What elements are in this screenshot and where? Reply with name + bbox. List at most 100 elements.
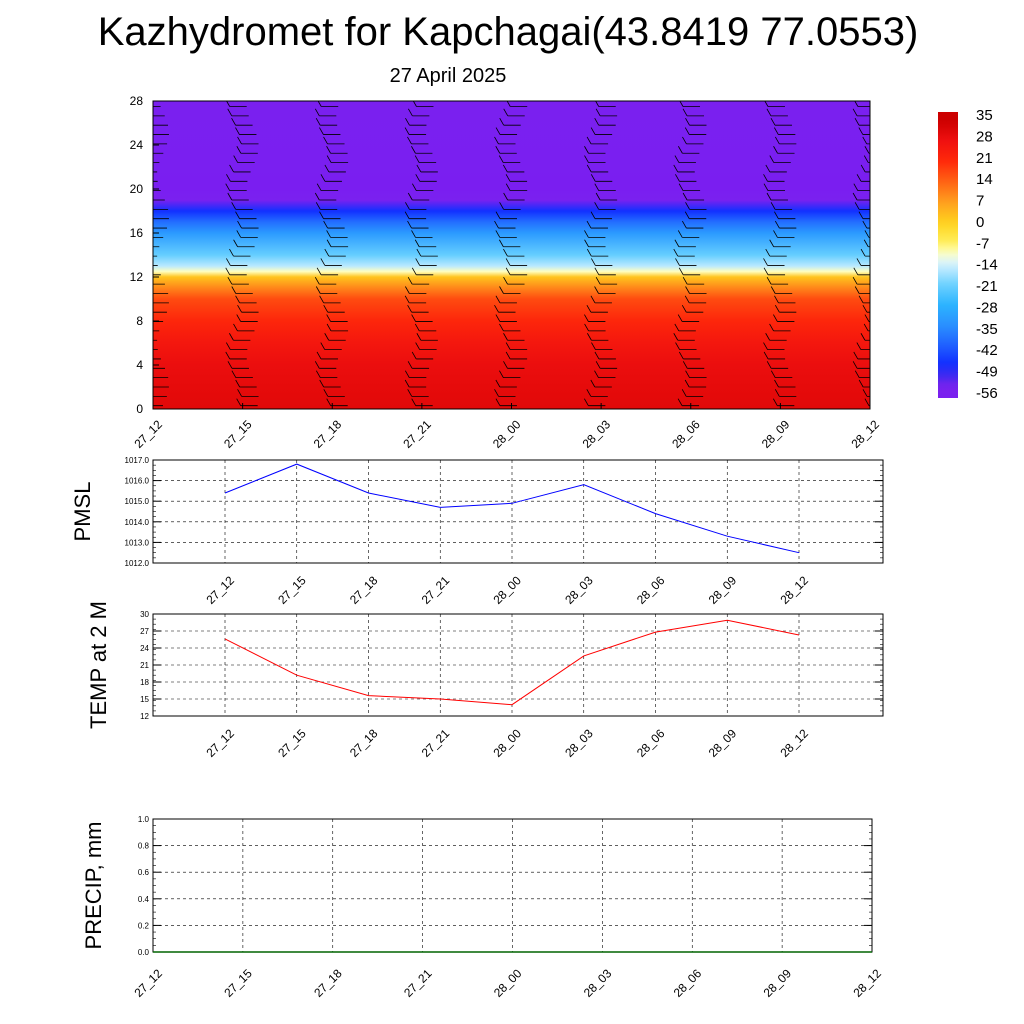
y-tick-label: 1017.0 (125, 456, 150, 465)
wind-barb-flag (684, 379, 690, 388)
colorbar-label: -35 (976, 321, 998, 338)
x-tick-label: 27_15 (221, 966, 255, 1000)
wind-barb-flag (146, 305, 150, 312)
wind-barb-flag (854, 118, 860, 126)
wind-barb-flag (678, 183, 684, 191)
wind-barb-flag (495, 146, 501, 154)
y-tick-label: 18 (140, 678, 149, 687)
wind-barb-flag (138, 240, 142, 247)
wind-barb-flag (763, 342, 768, 350)
wind-barb-flag (326, 323, 332, 332)
wind-barb-flag (415, 342, 420, 350)
wind-barb-flag (237, 136, 242, 145)
wind-barb-flag (495, 127, 501, 135)
wind-barb-flag (235, 379, 241, 388)
wind-barb-flag (411, 146, 416, 154)
wind-barb-flag (235, 211, 240, 219)
wind-barb-flag (682, 108, 688, 117)
wind-barb-flag (147, 202, 151, 209)
wind-barb-flag (411, 314, 416, 322)
wind-barb-flag (314, 192, 320, 201)
y-tick-label: 30 (140, 610, 149, 619)
wind-barb-flag (858, 211, 864, 219)
panel-frame (152, 613, 884, 717)
wind-barb-flag (315, 286, 321, 294)
wind-barb-flag (405, 118, 410, 126)
wind-barb-flag (594, 202, 599, 210)
wind-barb-flag (411, 398, 417, 406)
wind-barb-flag (319, 379, 325, 388)
wind-barb-flag (144, 109, 148, 116)
wind-barb-flag (326, 314, 332, 322)
wind-barb-flag (854, 202, 860, 210)
x-tick-label: 28_00 (490, 573, 524, 607)
y-tick-label: 12 (130, 270, 144, 284)
wind-barb-flag (316, 267, 322, 275)
wind-barb-flag (584, 314, 589, 322)
x-tick-label: 27_18 (311, 966, 345, 1000)
wind-barb-flag (584, 146, 589, 154)
wind-barb-flag (590, 379, 596, 388)
x-tick-label: 27_18 (347, 573, 381, 607)
wind-barb-flag (503, 361, 508, 369)
y-tick-label: 15 (140, 695, 149, 704)
y-tick-label: 0.0 (138, 948, 150, 957)
wind-barb-flag (137, 258, 141, 265)
wind-barb-flag (678, 351, 684, 360)
wind-barb-flag (231, 370, 237, 378)
wind-barb-flag (495, 230, 501, 238)
wind-barb-flag (584, 323, 589, 332)
y-tick-label: 0.6 (138, 868, 150, 877)
wind-barb-flag (225, 183, 231, 191)
wind-barb-flag (148, 128, 152, 135)
wind-barb-flag (682, 361, 688, 369)
x-tick-label: 27_12 (131, 417, 165, 451)
x-tick-label: 27_21 (419, 726, 453, 760)
wind-barb-flag (773, 127, 779, 135)
x-tick-label: 28_03 (562, 573, 596, 607)
wind-barb-flag (147, 287, 151, 294)
wind-barb-flag (499, 202, 504, 210)
wind-barb-flag (416, 333, 422, 341)
wind-barb-flag (590, 127, 596, 135)
wind-barb-flag (416, 248, 422, 257)
wind-barb-flag (853, 351, 859, 360)
panel-frame (152, 459, 884, 564)
wind-barb-flag (856, 258, 862, 266)
wind-barb-flag (862, 389, 868, 397)
wind-barb-flag (404, 379, 410, 388)
y-tick-label: 1012.0 (125, 559, 150, 568)
series-line (224, 463, 800, 554)
wind-barb-flag (404, 295, 410, 304)
wind-barb-flag (584, 155, 589, 163)
wind-barb-flag (765, 164, 771, 173)
wind-barb-flag (506, 101, 511, 107)
y-tick-label: 28 (130, 94, 144, 108)
wind-barb-flag (326, 239, 332, 247)
colorbar-label: -14 (976, 257, 998, 274)
wind-barb-flag (231, 286, 237, 294)
wind-barb-flag (499, 118, 505, 126)
x-tick-label: 27_15 (275, 726, 309, 760)
wind-barb-flag (595, 276, 601, 285)
wind-barb-flag (237, 389, 242, 397)
wind-barb-flag (407, 220, 412, 229)
y-axis-title: PMSL (70, 482, 95, 542)
wind-barb-flag (854, 286, 860, 294)
wind-barb-flag (766, 108, 772, 117)
wind-barb-flag (594, 183, 600, 191)
wind-barb-flag (770, 370, 776, 378)
wind-barb-flag (412, 101, 417, 107)
wind-barb-flag (677, 314, 683, 322)
wind-barb-flag (682, 192, 688, 201)
wind-barb-flag (590, 295, 596, 304)
wind-barb-flag (494, 136, 499, 145)
wind-barb-flag (320, 342, 326, 350)
wind-barb-flag (675, 174, 680, 182)
series-line (224, 619, 800, 706)
wind-barb-flag (146, 389, 150, 396)
wind-barb-flag (677, 398, 683, 406)
y-tick-label: 1014.0 (125, 518, 150, 527)
wind-barb-flag (860, 333, 866, 341)
wind-barb-flag (316, 351, 322, 360)
